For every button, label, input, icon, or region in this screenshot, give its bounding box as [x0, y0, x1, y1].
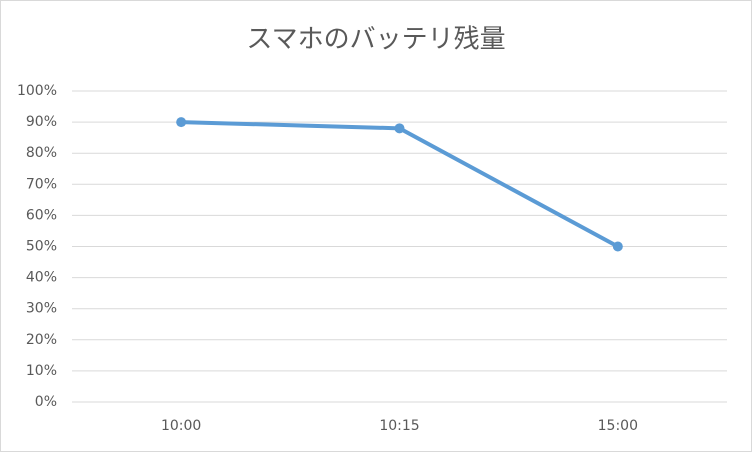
- marker: [394, 123, 405, 134]
- y-tick-label: 40%: [26, 270, 57, 286]
- x-tick-label: 10:15: [379, 418, 419, 434]
- y-tick-label: 0%: [35, 394, 57, 410]
- chart-title: スマホのバッテリ残量: [246, 25, 505, 55]
- y-tick-label: 100%: [17, 83, 57, 99]
- marker: [612, 241, 623, 252]
- y-tick-label: 90%: [26, 114, 57, 130]
- y-tick-label: 50%: [26, 239, 57, 255]
- x-tick-label: 15:00: [598, 418, 638, 434]
- y-tick-label: 60%: [26, 207, 57, 223]
- marker: [176, 117, 187, 128]
- y-tick-label: 70%: [26, 176, 57, 192]
- y-tick-label: 80%: [26, 145, 57, 161]
- y-tick-label: 20%: [26, 332, 57, 348]
- y-tick-label: 30%: [26, 301, 57, 317]
- y-tick-label: 10%: [26, 363, 57, 379]
- x-tick-label: 10:00: [161, 418, 201, 434]
